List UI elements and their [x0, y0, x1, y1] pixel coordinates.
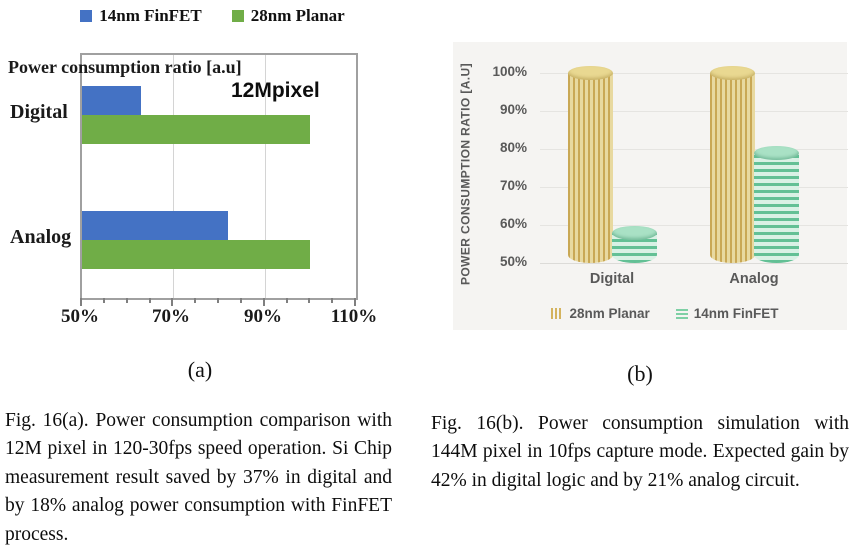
ytick-label: 60% — [499, 216, 527, 231]
ytick-label: 70% — [499, 178, 527, 193]
chart-b-category-digital: Digital — [589, 271, 635, 287]
ytick-label: 100% — [492, 64, 527, 79]
gridline — [173, 55, 175, 298]
axis-tick — [262, 298, 265, 306]
cylinder-digital-28nm-planar — [568, 66, 613, 263]
legend-label-planar: 28nm Planar — [250, 6, 345, 25]
subfigure-label-a: (a) — [187, 357, 213, 382]
caption-a: Fig. 16(a). Power consumption comparison… — [5, 409, 392, 545]
chart-a-annotation: 12Mpixel — [231, 79, 320, 102]
bar-digital-28nm-planar — [82, 115, 311, 144]
bar-analog-14nm-finfet — [82, 211, 229, 240]
panel-a: 14nm FinFET 28nm Planar Power consumptio… — [0, 6, 425, 545]
ytick-label: 80% — [499, 140, 527, 155]
subfigure-label-b: (b) — [627, 361, 653, 386]
legend-item-planar: 28nm Planar — [231, 6, 345, 26]
legend-label-finfet: 14nm FinFET — [99, 6, 202, 25]
xtick-label: 90% — [244, 306, 282, 327]
chart-a-category-digital: Digital — [10, 101, 68, 123]
xtick-label: 70% — [152, 306, 190, 327]
cylinder-top-cap — [612, 225, 657, 240]
gridline — [540, 111, 848, 112]
planar-stripes-icon — [551, 308, 564, 319]
axis-tick — [331, 298, 334, 303]
axis-tick — [194, 298, 197, 303]
cylinder-top-cap — [568, 66, 613, 80]
axis-tick — [308, 298, 311, 303]
cylinder-top-cap — [710, 66, 755, 80]
legend-item-planar-b: 28nm Planar — [551, 306, 650, 321]
chart-a-plot — [80, 53, 358, 300]
finfet-stripes-icon — [675, 308, 688, 319]
legend-item-finfet-b: 14nm FinFET — [675, 306, 779, 321]
chart-a-title: Power consumption ratio [a.u] — [8, 57, 242, 77]
xtick-label: 110% — [330, 306, 378, 327]
planar-swatch-icon — [231, 10, 244, 22]
axis-tick — [354, 298, 356, 306]
chart-a-legend: 14nm FinFET 28nm Planar — [0, 6, 425, 26]
axis-tick — [217, 298, 219, 303]
gridline — [540, 187, 848, 188]
bar-digital-14nm-finfet — [82, 86, 142, 115]
chart-a-category-analog: Analog — [10, 226, 72, 248]
cylinder-analog-14nm-finfet — [754, 145, 799, 263]
legend-label-finfet-b: 14nm FinFET — [693, 306, 779, 321]
chart-b-plot — [540, 60, 848, 264]
chart-b-category-analog: Analog — [729, 271, 779, 287]
panel-b: POWER CONSUMPTION RATIO [A.U] 100% 90% 8… — [425, 0, 850, 557]
ytick-label: 50% — [499, 254, 527, 269]
legend-label-planar-b: 28nm Planar — [569, 306, 650, 321]
gridline — [540, 149, 848, 150]
gridline — [540, 73, 848, 74]
bar-analog-28nm-planar — [82, 240, 311, 269]
chart-b-legend: 28nm Planar 14nm FinFET — [485, 306, 845, 321]
xtick-label: 50% — [61, 306, 99, 327]
axis-tick — [80, 298, 82, 306]
axis-tick — [239, 298, 242, 303]
axis-tick — [102, 298, 105, 303]
caption-b: Fig. 16(b). Power consumption simulation… — [431, 412, 849, 491]
gridline — [264, 55, 266, 298]
axis-tick — [285, 298, 288, 303]
ytick-label: 90% — [499, 102, 527, 117]
cylinder-top-cap — [754, 145, 799, 160]
axis-tick — [171, 298, 174, 306]
gridline — [540, 225, 848, 226]
finfet-swatch-icon — [80, 10, 93, 22]
chart-a-axis-ticks — [80, 298, 356, 308]
axis-tick — [125, 298, 128, 303]
chart-b-ylabel: POWER CONSUMPTION RATIO [A.U] — [458, 62, 473, 286]
cylinder-digital-14nm-finfet — [612, 225, 657, 263]
axis-tick — [148, 298, 151, 303]
cylinder-analog-28nm-planar — [710, 66, 755, 263]
chart-a-xtick-labels: 50% 70% 90% 110% — [61, 306, 377, 330]
legend-item-finfet: 14nm FinFET — [80, 6, 202, 26]
